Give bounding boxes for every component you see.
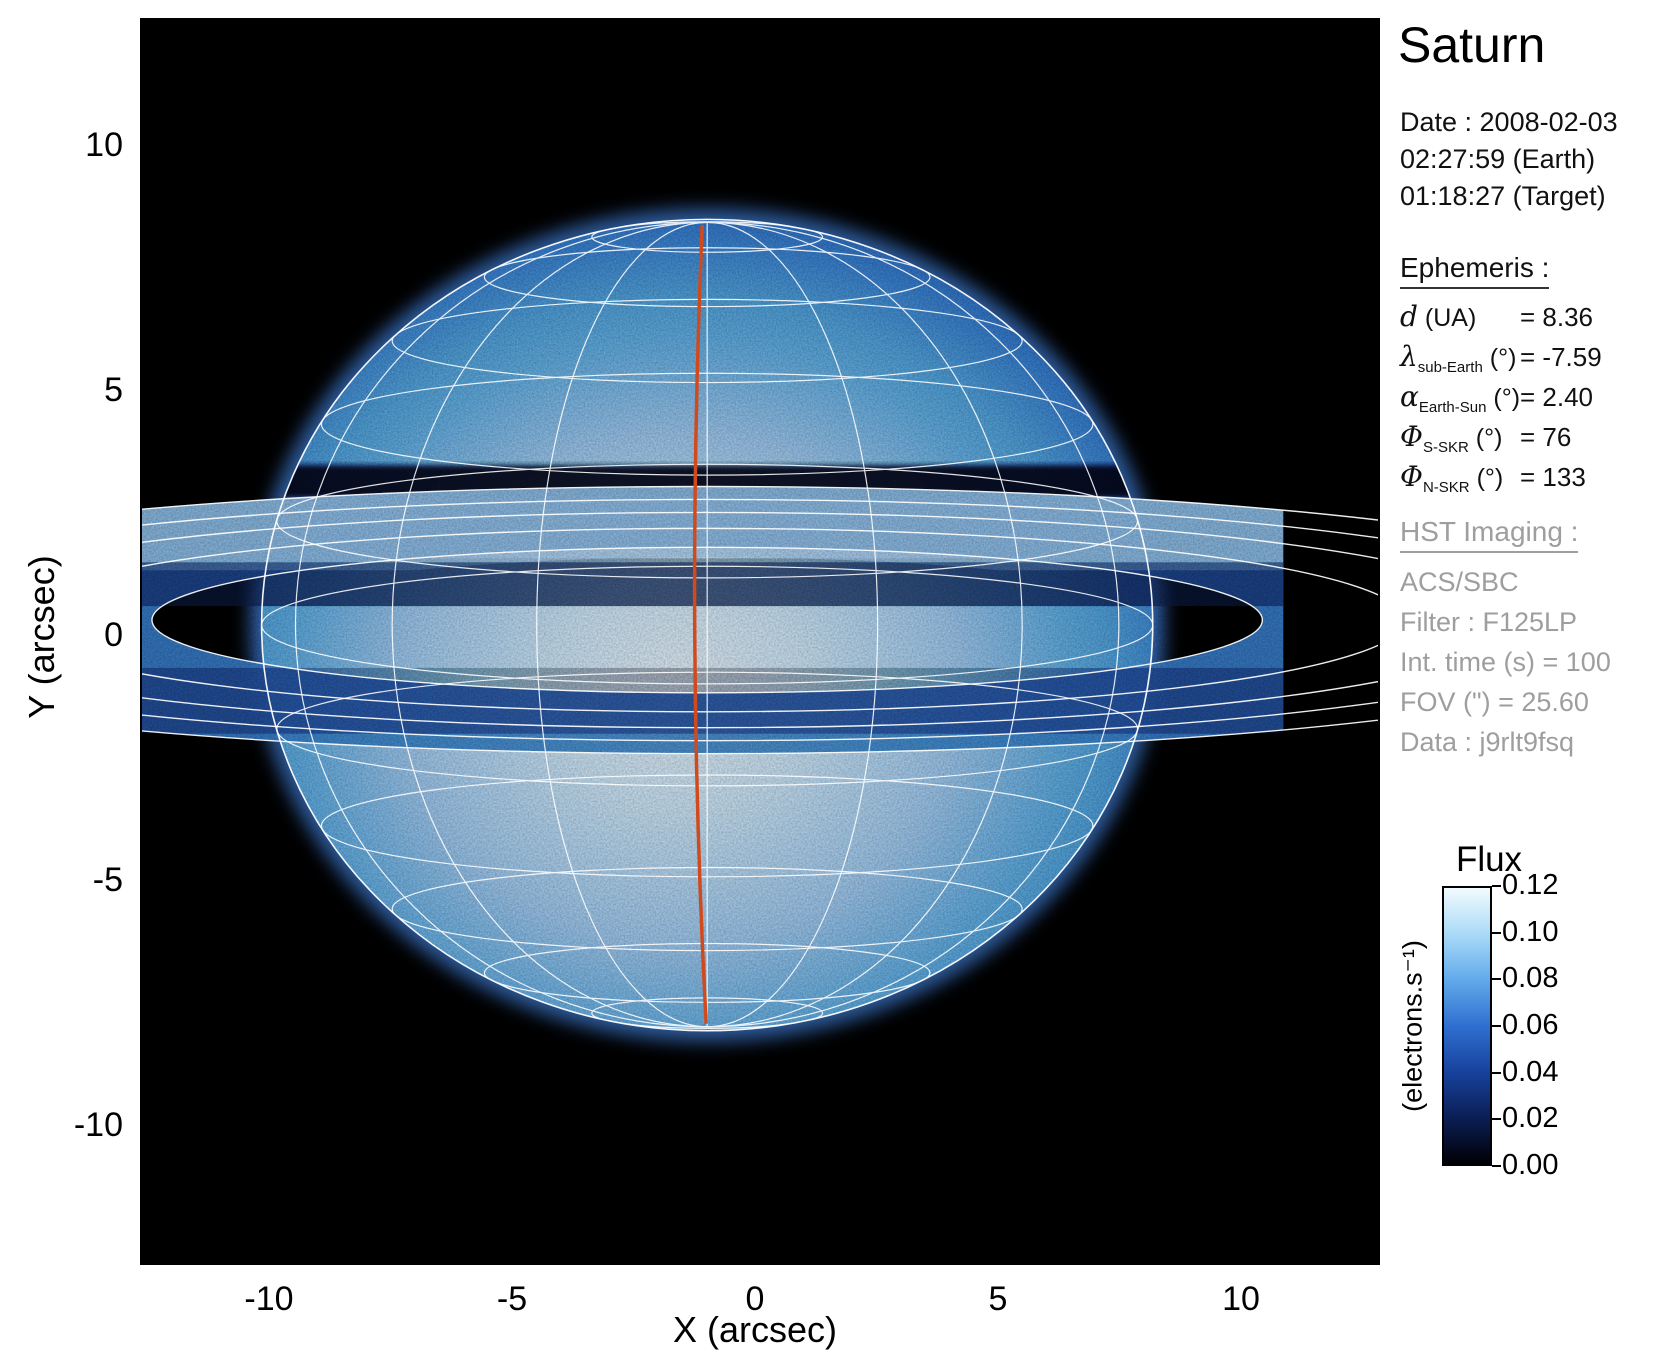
colorbar-tick-mark (1492, 885, 1501, 887)
colorbar-unit-label: (electrons.s⁻¹) (1397, 940, 1428, 1112)
colorbar-tick-label: 0.00 (1502, 1149, 1559, 1181)
ephemeris-row: λsub-Earth (°) = -7.59 (1400, 340, 1676, 380)
x-axis-label: X (arcsec) (672, 1309, 838, 1350)
colorbar-tick-label: 0.06 (1502, 1009, 1559, 1041)
ephemeris-row: αEarth-Sun (°)= 2.40 (1400, 380, 1676, 420)
ephemeris-value: = 2.40 (1520, 382, 1594, 412)
ephemeris-quantity: ΦS-SKR (°) (1400, 420, 1503, 457)
y-tick-label: 0 (104, 616, 123, 654)
colorbar-tick-label: 0.08 (1502, 962, 1559, 995)
colorbar-tick-label: 0.12 (1502, 869, 1559, 901)
date-block: Date : 2008-02-03 02:27:59 (Earth) 01:18… (1400, 104, 1618, 215)
globe-limb (260, 218, 1154, 1032)
colorbar-tick-label: 0.02 (1502, 1102, 1559, 1135)
ephemeris-quantity: αEarth-Sun (°) (1400, 380, 1521, 417)
ephemeris-value: = -7.59 (1520, 342, 1602, 372)
hst-imaging-line: Int. time (s) = 100 (1400, 647, 1611, 677)
hst-imaging-heading: HST Imaging : (1400, 516, 1579, 553)
colorbar-tick-label: 0.04 (1502, 1055, 1559, 1088)
ephemeris-row: ΦN-SKR (°) = 133 (1400, 460, 1676, 500)
colorbar-title: Flux (1455, 840, 1523, 879)
ephemeris-value: = 8.36 (1520, 302, 1594, 332)
x-tick-label: -5 (496, 1280, 528, 1318)
hst-imaging-line: Data : j9rlt9fsq (1400, 727, 1575, 757)
colorbar-tick-mark (1492, 1118, 1501, 1121)
date-line: Date : 2008-02-03 (1400, 107, 1618, 137)
page-title: Saturn (1398, 17, 1546, 73)
hst-imaging-line: ACS/SBC (1400, 567, 1519, 597)
colorbar (1442, 886, 1492, 1166)
hst-imaging-line: Filter : F125LP (1400, 607, 1578, 637)
ephemeris-quantity: ΦN-SKR (°) (1400, 460, 1504, 497)
ephemeris-row: d (UA) = 8.36 (1400, 300, 1676, 340)
target-time-line: 01:18:27 (Target) (1400, 181, 1606, 211)
colorbar-tick-label: 0.10 (1502, 915, 1559, 948)
ephemeris-heading: Ephemeris : (1400, 252, 1550, 289)
earth-time-line: 02:27:59 (Earth) (1400, 144, 1596, 174)
hst-imaging-lines: ACS/SBC Filter : F125LP Int. time (s) = 10… (1400, 562, 1611, 762)
hst-imaging-line: FOV (") = 25.60 (1400, 687, 1589, 717)
ephemeris-quantity: λsub-Earth (°) (1400, 340, 1517, 377)
colorbar-tick-mark (1492, 1165, 1501, 1167)
x-tick-label: -10 (244, 1280, 294, 1318)
y-tick-label: 10 (85, 126, 123, 164)
colorbar-tick-mark (1492, 931, 1501, 934)
colorbar-tick-mark (1492, 1025, 1501, 1027)
plot-area (140, 18, 1380, 1265)
ephemeris-value: = 76 (1520, 422, 1572, 452)
y-tick-label: 5 (104, 371, 123, 409)
ephemeris-value: = 133 (1520, 462, 1586, 492)
colorbar-tick-mark (1492, 1071, 1501, 1074)
x-tick-label: 10 (1222, 1280, 1260, 1318)
ephemeris-row: ΦS-SKR (°) = 76 (1400, 420, 1676, 460)
ephemeris-quantity: d (UA) (1400, 300, 1477, 333)
colorbar-tick-mark (1492, 978, 1501, 981)
central-meridian-line (692, 225, 708, 1024)
x-tick-label: 5 (988, 1280, 1008, 1318)
y-tick-label: -10 (73, 1106, 123, 1144)
y-tick-label: -5 (92, 861, 123, 899)
x-tick-label: 0 (745, 1280, 765, 1318)
ephemeris-table: d (UA) = 8.36 λsub-Earth (°) = -7.59 αEarth-… (1400, 300, 1676, 500)
saturn-flux-image (142, 20, 1378, 1263)
